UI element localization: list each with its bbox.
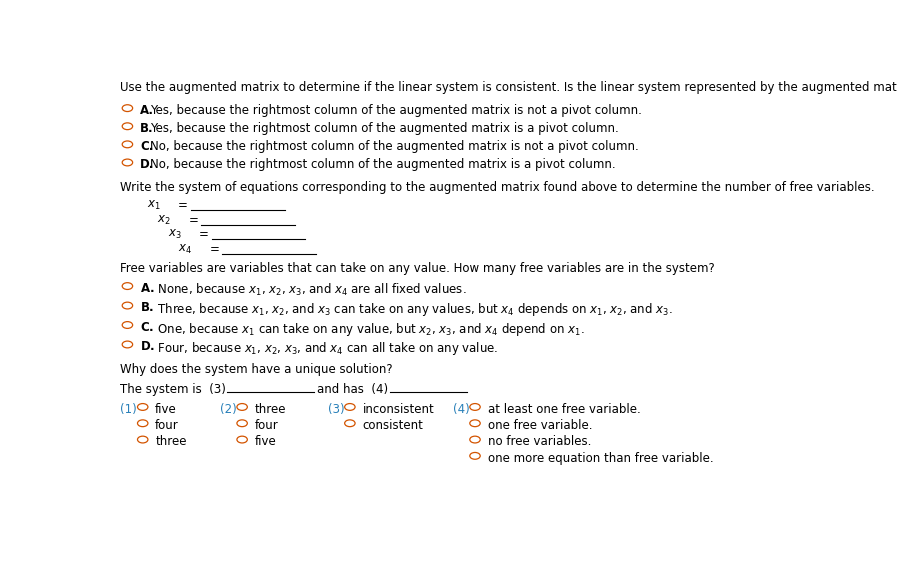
Text: No, because the rightmost column of the augmented matrix is a pivot column.: No, because the rightmost column of the … [151,158,616,171]
Text: Yes, because the rightmost column of the augmented matrix is not a pivot column.: Yes, because the rightmost column of the… [151,104,642,117]
Text: four: four [155,419,179,432]
Text: one more equation than free variable.: one more equation than free variable. [488,452,713,465]
Text: consistent: consistent [362,419,423,432]
Text: $\mathbf{A.}$: $\mathbf{A.}$ [140,282,154,295]
Text: None, because $x_1$, $x_2$, $x_3$, and $x_4$ are all fixed values.: None, because $x_1$, $x_2$, $x_3$, and $… [151,282,467,298]
Text: at least one free variable.: at least one free variable. [488,403,640,416]
Text: =: = [179,199,188,212]
Text: Free variables are variables that can take on any value. How many free variables: Free variables are variables that can ta… [120,262,715,275]
Text: Three, because $x_1$, $x_2$, and $x_3$ can take on any values, but $x_4$ depends: Three, because $x_1$, $x_2$, and $x_3$ c… [151,302,673,319]
Text: Four, because $x_1$, $x_2$, $x_3$, and $x_4$ can all take on any value.: Four, because $x_1$, $x_2$, $x_3$, and $… [151,340,499,358]
Text: one free variable.: one free variable. [488,419,592,432]
Text: inconsistent: inconsistent [362,403,434,416]
Text: One, because $x_1$ can take on any value, but $x_2$, $x_3$, and $x_4$ depend on : One, because $x_1$ can take on any value… [151,321,585,338]
Text: three: three [155,436,187,449]
Text: (2): (2) [220,403,237,416]
Text: D.: D. [140,158,154,171]
Text: (3): (3) [327,403,344,416]
Text: (4): (4) [453,403,469,416]
Text: $x_3$: $x_3$ [168,228,181,241]
Text: Yes, because the rightmost column of the augmented matrix is a pivot column.: Yes, because the rightmost column of the… [151,122,619,135]
Text: =: = [199,228,209,241]
Text: no free variables.: no free variables. [488,436,591,449]
Text: =: = [188,213,198,226]
Text: $x_1$: $x_1$ [147,199,161,212]
Text: $\mathbf{C.}$: $\mathbf{C.}$ [140,321,154,334]
Text: $\mathbf{D.}$: $\mathbf{D.}$ [140,340,155,353]
Text: B.: B. [140,122,153,135]
Text: Write the system of equations corresponding to the augmented matrix found above : Write the system of equations correspond… [120,181,875,194]
Text: and has  (4): and has (4) [318,383,388,396]
Text: No, because the rightmost column of the augmented matrix is not a pivot column.: No, because the rightmost column of the … [151,141,639,153]
Text: =: = [209,243,220,256]
Text: A.: A. [140,104,154,117]
Text: The system is  (3): The system is (3) [120,383,226,396]
Text: $\mathbf{B.}$: $\mathbf{B.}$ [140,302,154,315]
Text: $x_2$: $x_2$ [157,213,171,227]
Text: Why does the system have a unique solution?: Why does the system have a unique soluti… [120,363,393,376]
Text: four: four [255,419,278,432]
Text: C.: C. [140,141,153,153]
Text: three: three [255,403,286,416]
Text: Use the augmented matrix to determine if the linear system is consistent. Is the: Use the augmented matrix to determine if… [120,81,897,93]
Text: $x_4$: $x_4$ [179,243,192,256]
Text: five: five [155,403,177,416]
Text: five: five [255,436,276,449]
Text: (1): (1) [120,403,137,416]
